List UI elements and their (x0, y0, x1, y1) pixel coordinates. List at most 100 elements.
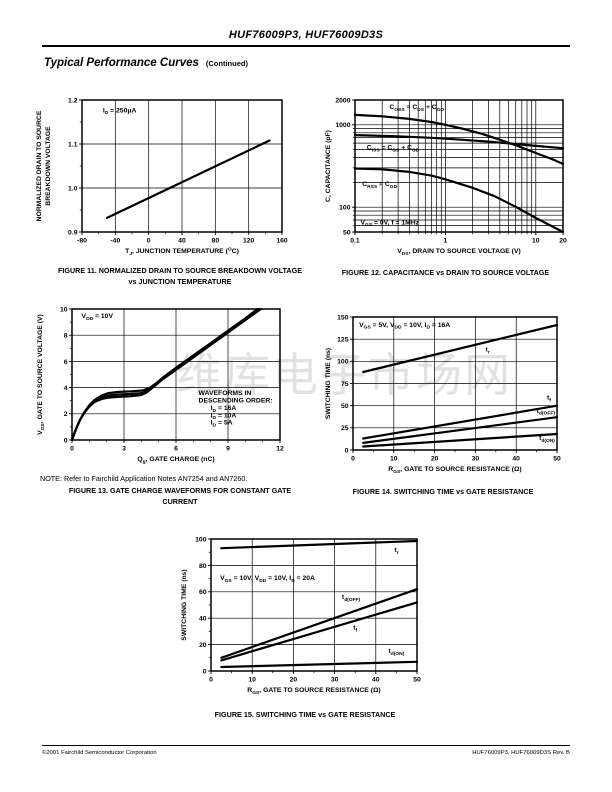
header-divider (42, 45, 570, 47)
figure-13-chart: 0 3 6 9 12 0 2 4 6 8 10 VDD = 10V WAVEFORMS IN DESCEN… (30, 297, 330, 470)
svg-text:75: 75 (341, 381, 349, 388)
svg-text:2: 2 (64, 411, 68, 418)
figure-14-chart: 0 10 20 30 40 50 0 25 50 75 100 125 150 VGS = 5V, VDD… (318, 307, 568, 479)
svg-text:160: 160 (276, 238, 288, 245)
y-axis-label: SWITCHING TIME (ns) (181, 569, 188, 640)
svg-text:50: 50 (341, 403, 349, 410)
watermark-text: 维库电子市场网 (176, 349, 512, 401)
chart-annotation: VDD = 10V (82, 313, 114, 322)
footer-divider (42, 745, 570, 746)
svg-text:1: 1 (444, 238, 448, 245)
chart-annotation: VGS = 5V, VDD = 10V, ID = 16A (359, 322, 450, 331)
x-axis-label: RGS, GATE TO SOURCE RESISTANCE (Ω) (388, 466, 521, 475)
svg-text:10: 10 (60, 306, 68, 313)
svg-text:20: 20 (431, 456, 439, 463)
svg-text:2000: 2000 (335, 97, 350, 104)
svg-text:100: 100 (195, 536, 207, 543)
svg-text:10: 10 (532, 238, 540, 245)
svg-text:0.9: 0.9 (68, 229, 78, 236)
svg-text:30: 30 (331, 677, 339, 684)
svg-text:100: 100 (337, 359, 349, 366)
svg-text:40: 40 (178, 238, 186, 245)
chart-annotation: CISS = CGS + CGD (367, 145, 420, 154)
svg-text:3: 3 (122, 446, 126, 453)
x-axis-label: VDS, DRAIN TO SOURCE VOLTAGE (V) (397, 248, 521, 257)
svg-text:60: 60 (199, 589, 207, 596)
chart-annotation: tf (547, 394, 551, 403)
svg-text:10: 10 (248, 677, 256, 684)
y-axis-label: C, CAPACITANCE (pF) (325, 130, 332, 202)
figure-15-chart: 0 10 20 30 40 50 0 20 40 60 80 100 VGS = 10V, VDD = … (174, 530, 436, 702)
figure-14-caption: FIGURE 14. SWITCHING TIME vs GATE RESIST… (352, 487, 534, 496)
svg-text:-40: -40 (110, 238, 120, 245)
figure-12-caption: FIGURE 12. CAPACITANCE vs DRAIN TO SOURC… (341, 268, 550, 277)
figure-11-chart: -80 -40 0 40 80 120 160 0.9 1.0 1.1 1.2 ID = 250μA T… (30, 90, 330, 262)
svg-text:40: 40 (512, 456, 520, 463)
chart-annotation: CRSS = CGD (362, 181, 397, 190)
svg-text:50: 50 (413, 677, 421, 684)
chart-annotation: DESCENDING ORDER: (199, 398, 273, 405)
series-tf (220, 601, 419, 662)
svg-text:20: 20 (559, 238, 567, 245)
chart-annotation: ID = 10A (211, 412, 237, 421)
footer-copyright: ©2001 Fairchild Semiconductor Corporatio… (42, 750, 157, 756)
svg-text:4: 4 (64, 385, 68, 392)
series-ciss (353, 133, 565, 150)
chart-annotation: td(OFF) (537, 408, 556, 417)
svg-text:0: 0 (351, 456, 355, 463)
figure-15: 0 10 20 30 40 50 0 20 40 60 80 100 VGS = 10V, VDD = … (174, 530, 436, 721)
chart-annotation: ID = 16A (211, 405, 237, 414)
chart-annotation: WAVEFORMS IN (199, 390, 252, 397)
svg-text:12: 12 (276, 446, 284, 453)
chart-annotation: td(OFF) (342, 594, 361, 603)
chart-annotation: tr (486, 347, 490, 356)
svg-text:20: 20 (199, 642, 207, 649)
figure-11: -80 -40 0 40 80 120 160 0.9 1.0 1.1 1.2 ID = 250μA T… (30, 90, 330, 288)
series-id-5a (70, 307, 262, 442)
svg-text:1.0: 1.0 (68, 185, 78, 192)
svg-text:8: 8 (64, 333, 68, 340)
svg-text:6: 6 (174, 446, 178, 453)
svg-text:1.2: 1.2 (68, 97, 78, 104)
svg-text:50: 50 (553, 456, 561, 463)
svg-text:0: 0 (345, 447, 349, 454)
chart-annotation: ID = 250μA (103, 107, 137, 116)
x-axis-label: TJ, JUNCTION TEMPERATURE (OC) (125, 246, 239, 257)
series-td-on (220, 660, 419, 669)
series-td-on (362, 432, 559, 448)
chart-annotation: tr (394, 547, 398, 556)
chart-annotation: VGS = 0V, f = 1MHz (360, 219, 419, 228)
chart-annotation: td(ON) (388, 648, 404, 657)
series-td-off (362, 416, 559, 444)
page-title: HUF76009P3, HUF76009D3S (228, 29, 384, 41)
svg-text:0: 0 (70, 446, 74, 453)
svg-text:9: 9 (226, 446, 230, 453)
svg-text:-80: -80 (77, 238, 87, 245)
series-tr (362, 323, 559, 374)
svg-text:1.1: 1.1 (68, 141, 78, 148)
section-title: Typical Performance Curves (Continued) (44, 57, 248, 69)
figure-12-chart: 0.1 1 10 20 50 100 1000 2000 COSS = CDS + CGD CIS… (318, 90, 573, 262)
svg-text:150: 150 (337, 314, 349, 321)
svg-text:40: 40 (372, 677, 380, 684)
x-axis-label: Qg, GATE CHARGE (nC) (137, 456, 214, 465)
svg-text:50: 50 (343, 229, 351, 236)
chart-annotation: COSS = CDS + CGD (389, 104, 444, 113)
y-axis-label: SWITCHING TIME (ns) (325, 348, 332, 419)
svg-text:0: 0 (203, 668, 207, 675)
svg-text:0.1: 0.1 (350, 238, 360, 245)
svg-text:25: 25 (341, 425, 349, 432)
footer: ©2001 Fairchild Semiconductor Corporatio… (42, 750, 570, 756)
figure-15-caption: FIGURE 15. SWITCHING TIME vs GATE RESIST… (214, 710, 396, 719)
svg-text:125: 125 (337, 337, 349, 344)
svg-text:30: 30 (472, 456, 480, 463)
svg-text:40: 40 (199, 616, 207, 623)
chart-annotation: tf (353, 624, 357, 633)
y-axis-label: VGS, GATE TO SOURCE VOLTAGE (V) (37, 314, 46, 435)
svg-text:0: 0 (64, 437, 68, 444)
y-axis-label: NORMALIZED DRAIN TO SOURCE (36, 110, 43, 221)
svg-text:120: 120 (243, 238, 255, 245)
figure-13-note: NOTE: Refer to Fairchild Application Not… (40, 474, 248, 483)
svg-text:0: 0 (147, 238, 151, 245)
